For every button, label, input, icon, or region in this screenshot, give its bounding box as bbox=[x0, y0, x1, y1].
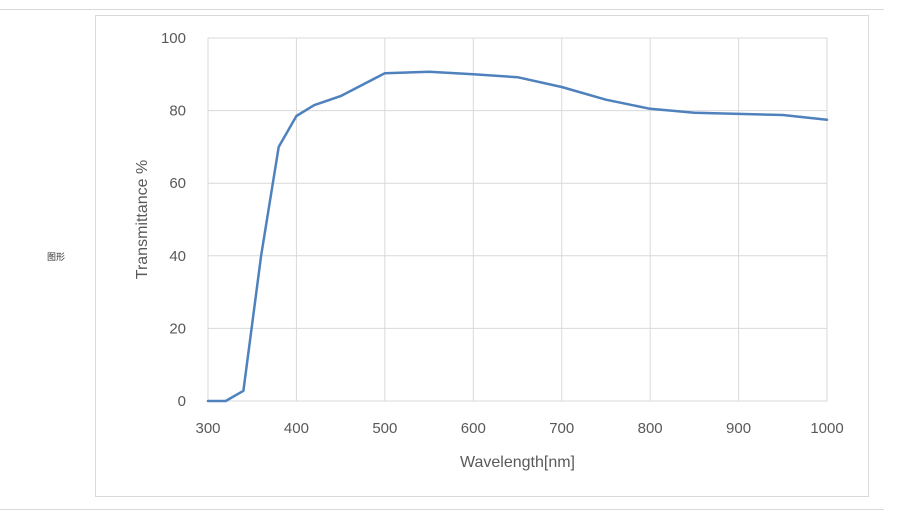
transmittance-series-line bbox=[206, 70, 829, 403]
x-tick-label: 1000 bbox=[810, 420, 843, 437]
y-tick-label: 80 bbox=[169, 103, 186, 120]
x-tick-label: 700 bbox=[549, 420, 574, 437]
x-tick-label: 500 bbox=[372, 420, 397, 437]
x-tick-label: 800 bbox=[638, 420, 663, 437]
chart-frame bbox=[95, 15, 869, 497]
x-tick-label: 600 bbox=[461, 420, 486, 437]
bottom-divider bbox=[0, 509, 884, 510]
tick-labels: 0 20 40 60 80 100 300 400 500 600 700 800 900 1000 bbox=[161, 30, 844, 437]
y-tick-label: 0 bbox=[178, 393, 186, 410]
y-tick-label: 60 bbox=[169, 175, 186, 192]
top-divider bbox=[0, 9, 884, 10]
x-tick-label: 900 bbox=[726, 420, 751, 437]
figure-label: 图形 bbox=[47, 252, 66, 262]
series-layer bbox=[206, 70, 829, 403]
x-tick-label: 300 bbox=[195, 420, 220, 437]
y-tick-label: 40 bbox=[169, 248, 186, 265]
y-tick-label: 100 bbox=[161, 30, 186, 47]
y-tick-label: 20 bbox=[169, 320, 186, 337]
grid-layer bbox=[207, 37, 828, 402]
y-axis-title: Transmittance % bbox=[134, 160, 151, 279]
x-axis-title: Wavelength[nm] bbox=[460, 454, 575, 471]
x-tick-label: 400 bbox=[284, 420, 309, 437]
